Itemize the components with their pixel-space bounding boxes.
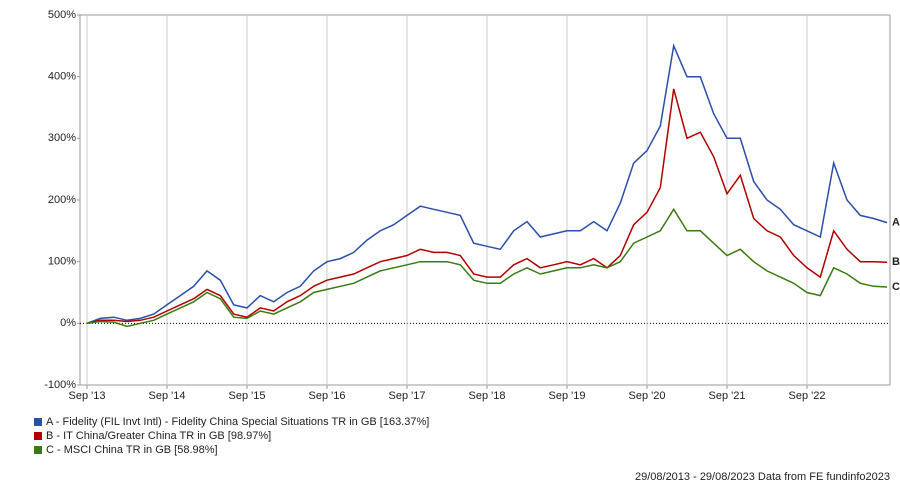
legend-label: B - IT China/Greater China TR in GB [98.… (46, 430, 271, 442)
end-label: A (892, 216, 900, 228)
series-line (86, 207, 888, 328)
x-tick-label: Sep '17 (389, 390, 426, 402)
y-tick-label: 500% (48, 9, 76, 21)
x-tick-label: Sep '14 (149, 390, 186, 402)
legend-swatch (34, 418, 42, 426)
legend-swatch (34, 446, 42, 454)
y-tick-label: 100% (48, 256, 76, 268)
y-tick-label: 300% (48, 132, 76, 144)
legend-swatch (34, 432, 42, 440)
end-label: B (892, 256, 900, 268)
footer: 29/08/2013 - 29/08/2023 Data from FE fun… (635, 471, 890, 483)
y-tick-label: -100% (44, 379, 76, 391)
x-tick-label: Sep '19 (549, 390, 586, 402)
x-tick-label: Sep '18 (469, 390, 506, 402)
series-line (86, 43, 888, 325)
y-tick-label: 0% (60, 317, 76, 329)
x-tick-label: Sep '22 (789, 390, 826, 402)
series-line (86, 88, 888, 325)
y-tick-label: 200% (48, 194, 76, 206)
x-tick-label: Sep '16 (309, 390, 346, 402)
x-tick-label: Sep '13 (69, 390, 106, 402)
x-tick-label: Sep '21 (709, 390, 746, 402)
x-tick-label: Sep '15 (229, 390, 266, 402)
end-label: C (892, 281, 900, 293)
plot-frame (79, 14, 891, 386)
y-tick-label: 400% (48, 71, 76, 83)
legend-label: A - Fidelity (FIL Invt Intl) - Fidelity … (46, 416, 429, 428)
x-tick-label: Sep '20 (629, 390, 666, 402)
legend-label: C - MSCI China TR in GB [58.98%] (46, 444, 218, 456)
